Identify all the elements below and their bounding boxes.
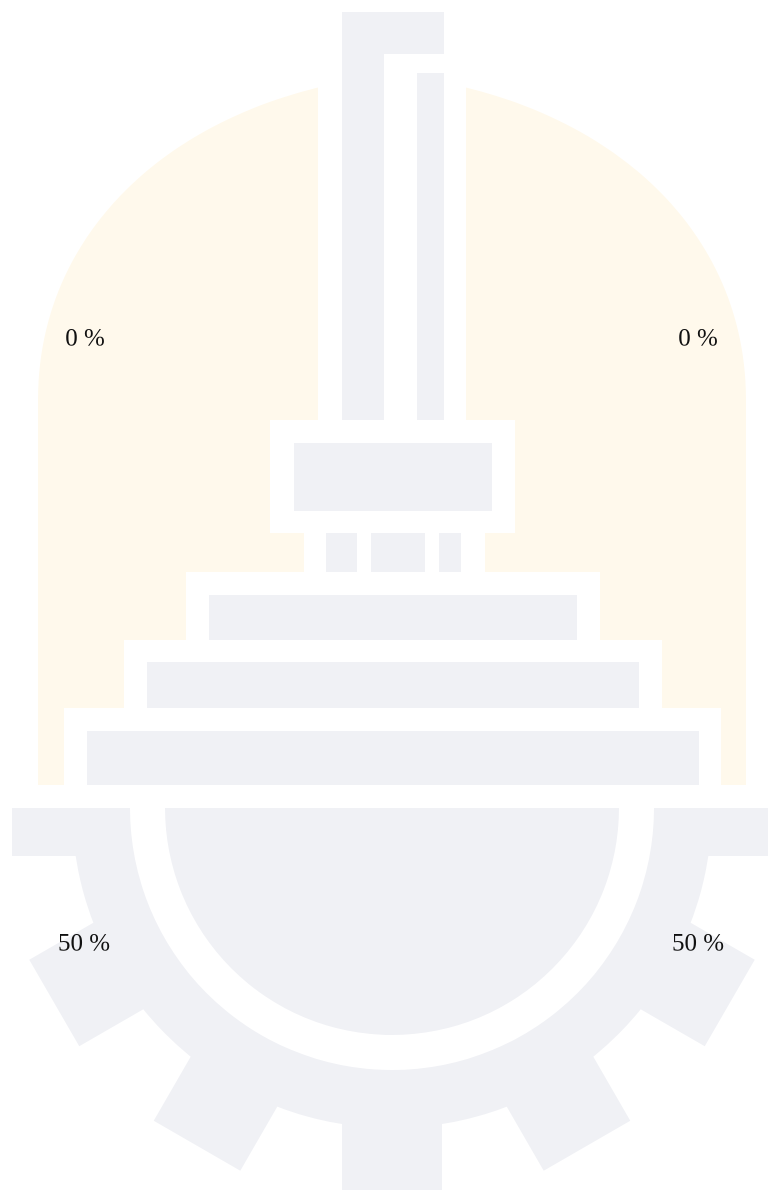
percent-label: 0 % <box>678 325 718 352</box>
column <box>326 533 357 572</box>
screen: 0 % 0 % 50 % 50 % <box>0 0 768 1190</box>
tower-left-bar <box>342 54 384 420</box>
percent-label: 50 % <box>58 930 110 957</box>
gear-tooth <box>342 1088 442 1190</box>
column <box>371 533 425 572</box>
gear-tooth <box>654 808 768 856</box>
page: 0 % 0 % 50 % 50 % (() => { const data = … <box>0 0 768 1190</box>
tower-cap <box>342 12 444 54</box>
gear-tooth <box>12 808 130 856</box>
tier <box>209 595 577 640</box>
percent-label: 0 % <box>65 325 105 352</box>
block <box>294 443 492 511</box>
tower-right-bar <box>417 73 444 420</box>
percent-label: 50 % <box>672 930 724 957</box>
tier <box>147 662 639 708</box>
column <box>439 533 461 572</box>
tier <box>87 731 699 785</box>
